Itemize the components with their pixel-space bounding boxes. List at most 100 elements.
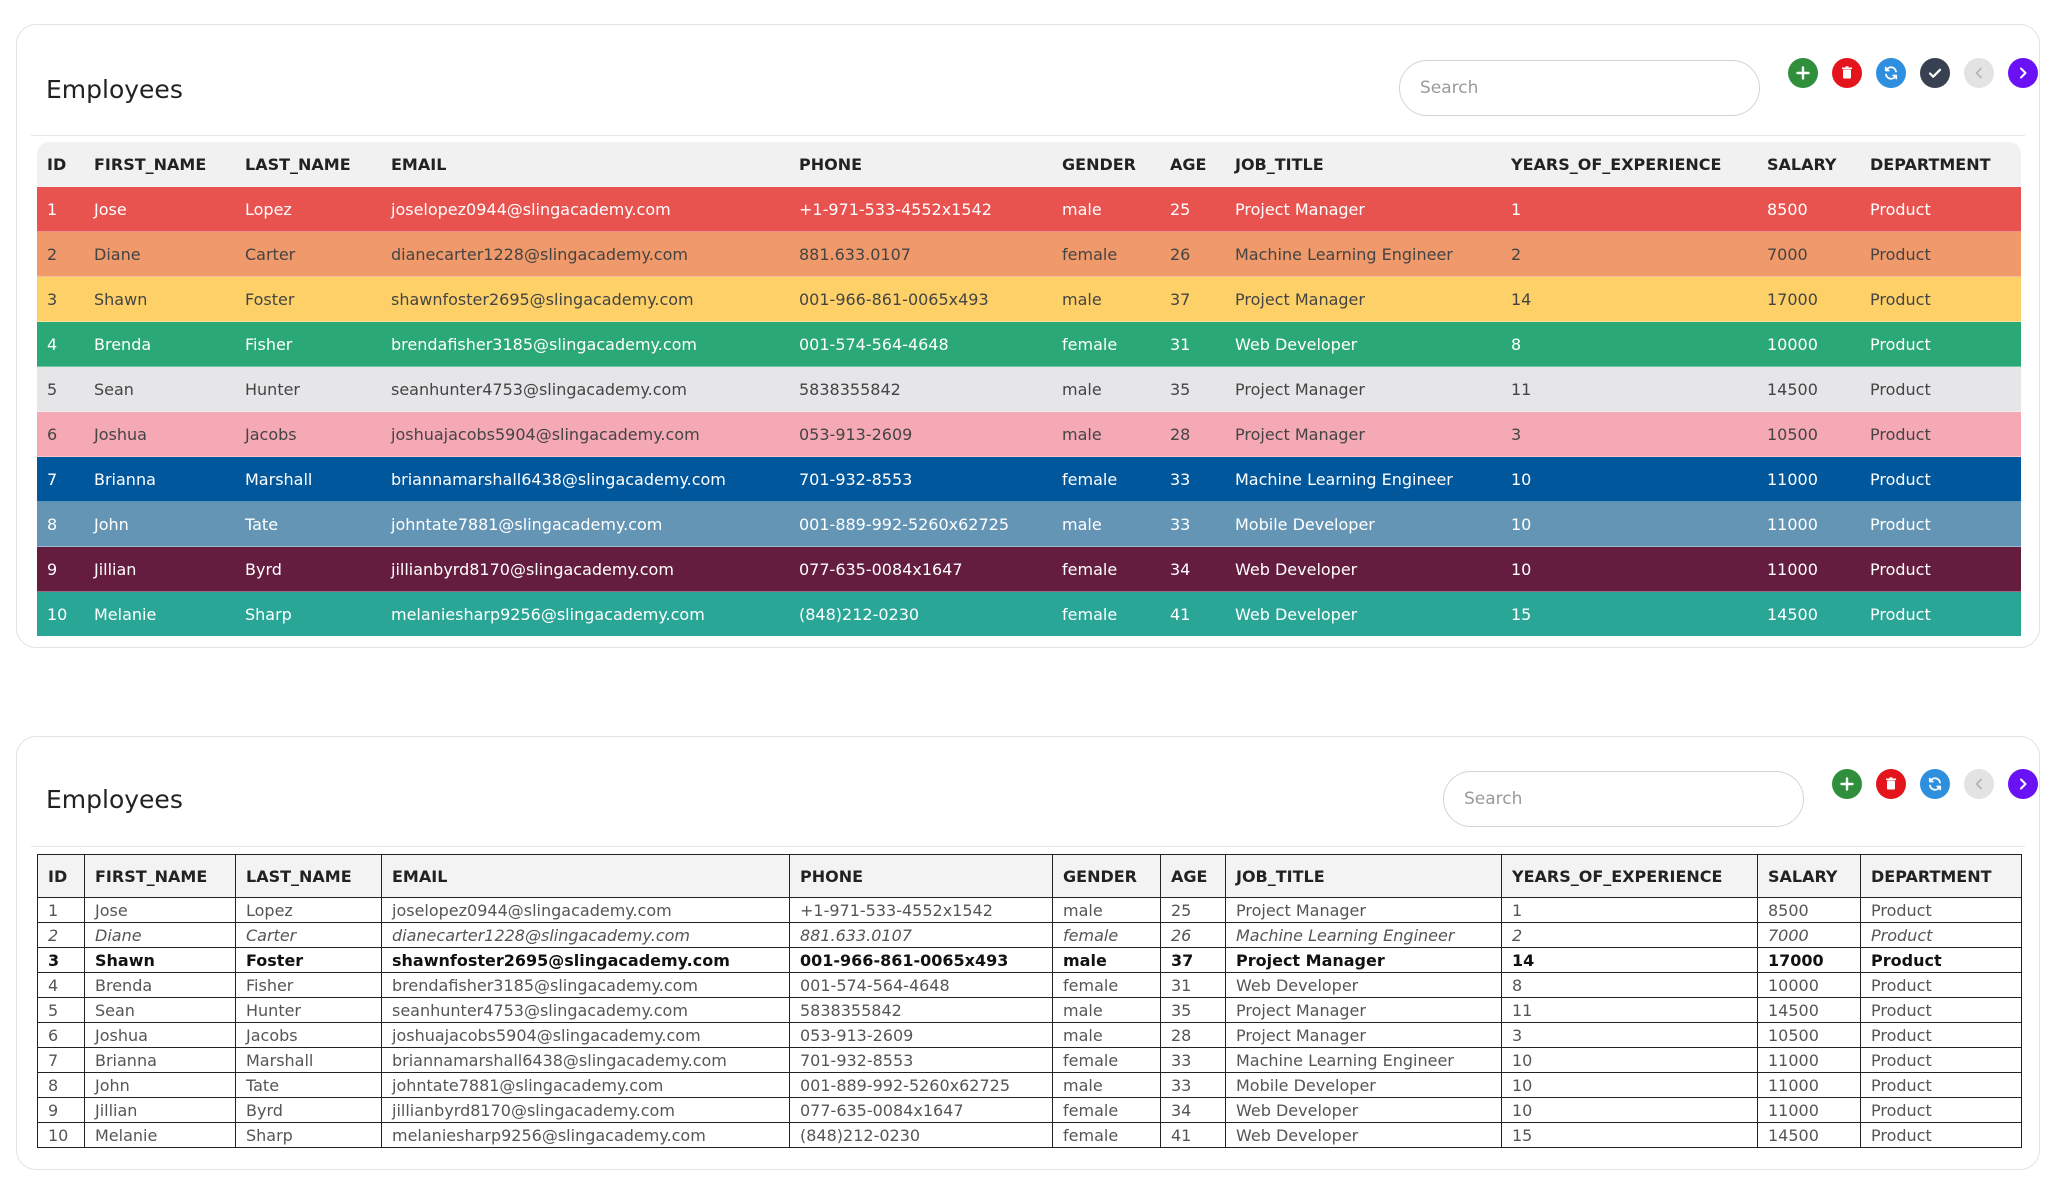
header-row: ID FIRST_NAME LAST_NAME EMAIL PHONE GENDER AGE… xyxy=(37,142,2021,187)
table-row[interactable]: 5 Sean Hunter seanhunter4753@slingacademy.c… xyxy=(37,366,2021,412)
table-row[interactable]: 2 Diane Carter dianecarter1228@slingacademy… xyxy=(37,231,2021,277)
column-header-age[interactable]: AGE xyxy=(1160,854,1226,898)
previous-page-button[interactable] xyxy=(1964,58,1994,88)
column-header-id[interactable]: ID xyxy=(37,142,84,187)
cell-last-name: Marshall xyxy=(235,456,381,502)
cell-gender: male xyxy=(1052,501,1160,547)
cell-email: briannamarshall6438@slingacademy.com xyxy=(381,1047,790,1073)
cell-last-name: Fisher xyxy=(235,321,381,367)
table-row[interactable]: 6 Joshua Jacobs joshuajacobs5904@slingacade… xyxy=(37,411,2021,457)
employees-card-bordered: Employees IDFIRST_NAMELAST_NAMEEMAILPHON… xyxy=(16,736,2040,1170)
cell-phone: 077-635-0084x1647 xyxy=(789,1097,1053,1123)
cell-job-title: Mobile Developer xyxy=(1225,1072,1502,1098)
cell-gender: male xyxy=(1052,411,1160,457)
cell-years-of-experience: 3 xyxy=(1501,1022,1758,1048)
column-header-id[interactable]: ID xyxy=(37,854,85,898)
column-header-salary[interactable]: SALARY xyxy=(1757,854,1861,898)
table-row[interactable]: 5 Sean Hunter seanhunter4753@slingacademy.c… xyxy=(37,997,2022,1023)
cell-gender: female xyxy=(1052,922,1161,948)
cell-salary: 10000 xyxy=(1757,321,1860,367)
plus-icon xyxy=(1796,66,1810,80)
cell-id: 10 xyxy=(37,1122,85,1148)
cell-salary: 7000 xyxy=(1757,922,1861,948)
cell-email: seanhunter4753@slingacademy.com xyxy=(381,366,789,412)
cell-gender: female xyxy=(1052,546,1160,592)
table-row[interactable]: 7 Brianna Marshall briannamarshall6438@slin… xyxy=(37,1047,2022,1073)
column-header-years-of-experience[interactable]: YEARS_OF_EXPERIENCE xyxy=(1501,142,1757,187)
column-header-first-name[interactable]: FIRST_NAME xyxy=(84,854,236,898)
cell-department: Product xyxy=(1860,276,2021,322)
cell-age: 37 xyxy=(1160,276,1225,322)
column-header-age[interactable]: AGE xyxy=(1160,142,1225,187)
table-row[interactable]: 6 Joshua Jacobs joshuajacobs5904@slingacade… xyxy=(37,1022,2022,1048)
delete-button[interactable] xyxy=(1876,769,1906,799)
column-header-phone[interactable]: PHONE xyxy=(789,854,1053,898)
cell-email: joselopez0944@slingacademy.com xyxy=(381,897,790,923)
search-input[interactable] xyxy=(1443,771,1804,827)
add-button[interactable] xyxy=(1788,58,1818,88)
cell-age: 33 xyxy=(1160,456,1225,502)
cell-last-name: Hunter xyxy=(235,366,381,412)
cell-id: 4 xyxy=(37,972,85,998)
cell-age: 41 xyxy=(1160,1122,1226,1148)
cell-age: 28 xyxy=(1160,1022,1226,1048)
column-header-gender[interactable]: GENDER xyxy=(1052,854,1161,898)
cell-id: 8 xyxy=(37,501,84,547)
cell-email: jillianbyrd8170@slingacademy.com xyxy=(381,1097,790,1123)
refresh-button[interactable] xyxy=(1876,58,1906,88)
column-header-phone[interactable]: PHONE xyxy=(789,142,1052,187)
cell-phone: 001-889-992-5260x62725 xyxy=(789,1072,1053,1098)
table-row[interactable]: 4 Brenda Fisher brendafisher3185@slingacade… xyxy=(37,321,2021,367)
table-row[interactable]: 8 John Tate johntate7881@slingacademy.com 00… xyxy=(37,1072,2022,1098)
cell-age: 35 xyxy=(1160,366,1225,412)
cell-id: 5 xyxy=(37,366,84,412)
cell-first-name: Jose xyxy=(84,186,235,232)
cell-age: 28 xyxy=(1160,411,1225,457)
table-row[interactable]: 3 Shawn Foster shawnfoster2695@slingacademy… xyxy=(37,276,2021,322)
cell-job-title: Project Manager xyxy=(1225,997,1502,1023)
add-button[interactable] xyxy=(1832,769,1862,799)
table-row[interactable]: 3 Shawn Foster shawnfoster2695@slingacademy… xyxy=(37,947,2022,973)
cell-gender: male xyxy=(1052,366,1160,412)
cell-years-of-experience: 15 xyxy=(1501,1122,1758,1148)
cell-phone: 5838355842 xyxy=(789,366,1052,412)
column-header-job-title[interactable]: JOB_TITLE xyxy=(1225,142,1501,187)
cell-gender: female xyxy=(1052,456,1160,502)
cell-first-name: Brianna xyxy=(84,456,235,502)
table-row[interactable]: 10 Melanie Sharp melaniesharp9256@slingacad… xyxy=(37,1122,2022,1148)
column-header-email[interactable]: EMAIL xyxy=(381,854,790,898)
column-header-department[interactable]: DEPARTMENT xyxy=(1860,854,2022,898)
table-row[interactable]: 9 Jillian Byrd jillianbyrd8170@slingacademy… xyxy=(37,1097,2022,1123)
table-row[interactable]: 4 Brenda Fisher brendafisher3185@slingacade… xyxy=(37,972,2022,998)
search-input[interactable] xyxy=(1399,60,1760,116)
cell-phone: 701-932-8553 xyxy=(789,456,1052,502)
column-header-job-title[interactable]: JOB_TITLE xyxy=(1225,854,1502,898)
delete-button[interactable] xyxy=(1832,58,1862,88)
next-page-button[interactable] xyxy=(2008,769,2038,799)
table-row[interactable]: 10 Melanie Sharp melaniesharp9256@slingacad… xyxy=(37,591,2021,636)
confirm-button[interactable] xyxy=(1920,58,1950,88)
column-header-years-of-experience[interactable]: YEARS_OF_EXPERIENCE xyxy=(1501,854,1758,898)
column-header-last-name[interactable]: LAST_NAME xyxy=(235,142,381,187)
table-row[interactable]: 7 Brianna Marshall briannamarshall6438@slin… xyxy=(37,456,2021,502)
column-header-first-name[interactable]: FIRST_NAME xyxy=(84,142,235,187)
cell-last-name: Tate xyxy=(235,501,381,547)
table-row[interactable]: 9 Jillian Byrd jillianbyrd8170@slingacademy… xyxy=(37,546,2021,592)
table-row[interactable]: 2 Diane Carter dianecarter1228@slingacademy… xyxy=(37,922,2022,948)
column-header-email[interactable]: EMAIL xyxy=(381,142,789,187)
table-row[interactable]: 8 John Tate johntate7881@slingacademy.com 00… xyxy=(37,501,2021,547)
refresh-button[interactable] xyxy=(1920,769,1950,799)
cell-years-of-experience: 14 xyxy=(1501,276,1757,322)
column-header-gender[interactable]: GENDER xyxy=(1052,142,1160,187)
cell-age: 34 xyxy=(1160,546,1225,592)
next-page-button[interactable] xyxy=(2008,58,2038,88)
cell-first-name: Brianna xyxy=(84,1047,236,1073)
cell-job-title: Project Manager xyxy=(1225,366,1501,412)
column-header-last-name[interactable]: LAST_NAME xyxy=(235,854,382,898)
cell-first-name: Joshua xyxy=(84,1022,236,1048)
table-row[interactable]: 1 Jose Lopez joselopez0944@slingacademy.com… xyxy=(37,186,2021,232)
table-row[interactable]: 1 Jose Lopez joselopez0944@slingacademy.com… xyxy=(37,897,2022,923)
column-header-department[interactable]: DEPARTMENT xyxy=(1860,142,2021,187)
column-header-salary[interactable]: SALARY xyxy=(1757,142,1860,187)
previous-page-button[interactable] xyxy=(1964,769,1994,799)
